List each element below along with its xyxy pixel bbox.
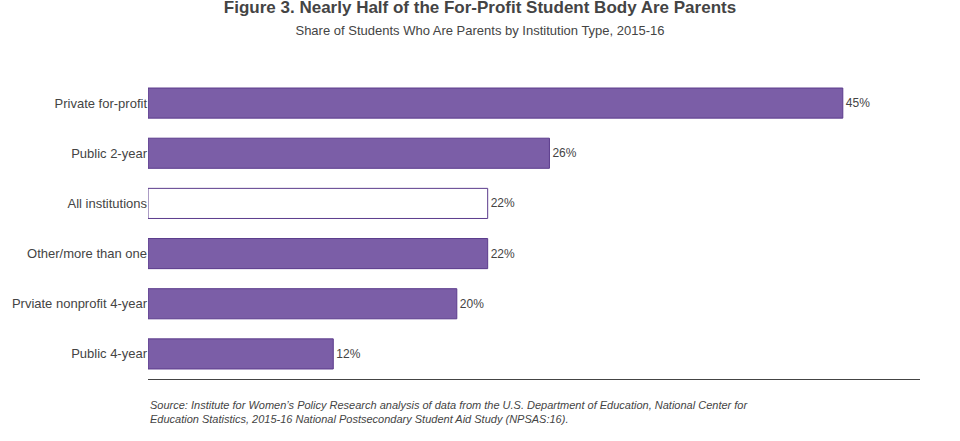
svg-text:12%: 12% xyxy=(336,347,360,361)
svg-text:Source: Institute for Women’s: Source: Institute for Women’s Policy Res… xyxy=(150,399,748,425)
svg-text:22%: 22% xyxy=(491,196,515,210)
svg-text:Public 4-year: Public 4-year xyxy=(71,346,148,361)
svg-text:Private for-profit: Private for-profit xyxy=(55,96,148,111)
svg-text:Public 2-year: Public 2-year xyxy=(71,146,148,161)
svg-text:20%: 20% xyxy=(460,297,484,311)
svg-text:26%: 26% xyxy=(552,146,576,160)
svg-text:Figure 3. Nearly Half of the F: Figure 3. Nearly Half of the For-Profit … xyxy=(224,0,736,38)
svg-text:45%: 45% xyxy=(846,96,870,110)
svg-text:Other/more than one: Other/more than one xyxy=(27,246,147,261)
svg-text:22%: 22% xyxy=(491,247,515,261)
svg-text:Prviate nonprofit 4-year: Prviate nonprofit 4-year xyxy=(12,296,148,311)
svg-text:All institutions: All institutions xyxy=(68,196,148,211)
